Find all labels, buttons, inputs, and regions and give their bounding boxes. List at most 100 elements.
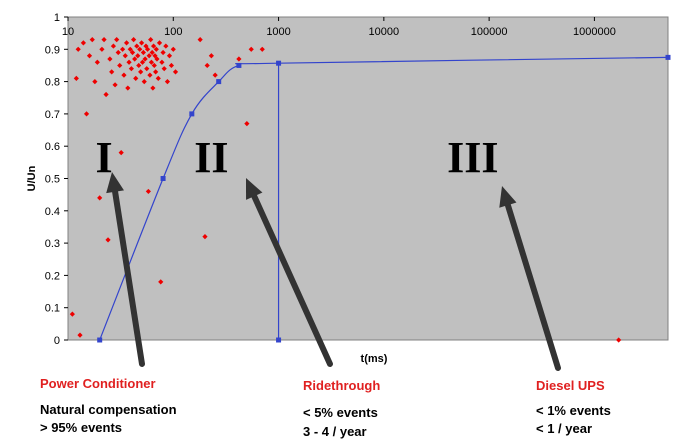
x-tick-label: 1000000 xyxy=(573,26,616,38)
event-point xyxy=(142,56,148,62)
events-95-label: > 95% events xyxy=(40,420,123,435)
y-axis-ticks: 0 0.1 0.2 0.3 0.4 0.5 0.6 0.7 0.8 0.9 1 xyxy=(45,12,68,347)
x-tick-label: 1000 xyxy=(266,26,290,38)
event-point xyxy=(77,332,83,338)
event-point xyxy=(159,59,165,65)
event-point xyxy=(133,75,139,81)
event-point xyxy=(172,69,179,75)
y-tick-label: 1 xyxy=(54,12,60,24)
event-point xyxy=(128,66,134,72)
ridethrough-curve xyxy=(97,54,671,343)
curve-marker xyxy=(97,337,103,343)
event-point xyxy=(150,43,157,49)
event-point xyxy=(73,75,79,81)
event-point xyxy=(125,85,131,91)
region-label: II xyxy=(194,133,228,182)
y-tick-label: 0.6 xyxy=(45,141,60,153)
curve-marker xyxy=(236,62,242,68)
event-point xyxy=(146,53,152,59)
event-point xyxy=(170,46,176,52)
event-point xyxy=(150,85,156,91)
event-point xyxy=(236,56,242,62)
event-point xyxy=(123,40,130,46)
event-point xyxy=(119,46,126,52)
plot-area xyxy=(67,16,669,341)
y-tick-label: 0.8 xyxy=(45,77,60,89)
event-point xyxy=(154,56,160,62)
curve-marker xyxy=(189,111,195,117)
curve-marker xyxy=(276,60,282,66)
event-point xyxy=(105,237,111,243)
x-tick-label: 10 xyxy=(62,26,74,38)
event-point xyxy=(126,59,132,65)
event-point xyxy=(197,37,203,43)
event-point xyxy=(141,79,147,85)
event-point xyxy=(145,188,151,195)
event-point xyxy=(212,72,218,78)
region-label: III xyxy=(447,133,498,182)
event-point xyxy=(137,46,143,52)
y-tick-label: 0.7 xyxy=(45,109,60,121)
arrow xyxy=(106,172,145,367)
event-point xyxy=(80,40,86,46)
curve-marker xyxy=(160,176,166,181)
event-point xyxy=(147,72,153,78)
event-point xyxy=(244,120,250,127)
event-point xyxy=(161,66,167,72)
events-1-label: < 1% events xyxy=(536,403,611,418)
curve-marker xyxy=(276,337,282,343)
natural-compensation-label: Natural compensation xyxy=(40,402,177,417)
event-point xyxy=(204,62,210,69)
event-point xyxy=(94,59,100,65)
region-labels: I II III xyxy=(95,133,498,182)
event-point xyxy=(158,279,164,285)
event-point xyxy=(101,37,107,43)
event-point xyxy=(75,46,81,52)
event-point xyxy=(259,46,265,52)
event-point xyxy=(86,53,93,59)
event-point xyxy=(153,46,159,52)
event-point xyxy=(164,79,171,85)
y-tick-label: 0.4 xyxy=(45,206,60,218)
region-arrows xyxy=(106,172,561,371)
event-point xyxy=(149,49,155,56)
event-point xyxy=(118,150,124,156)
event-point xyxy=(109,69,115,75)
event-point xyxy=(114,37,120,43)
event-point xyxy=(139,59,146,65)
event-point xyxy=(153,69,159,75)
ridethrough-label: Ridethrough xyxy=(303,378,381,393)
curve-marker xyxy=(216,79,222,85)
event-point xyxy=(107,56,113,62)
event-point xyxy=(92,79,98,85)
event-point xyxy=(127,46,133,52)
diesel-ups-label: Diesel UPS xyxy=(536,378,605,393)
event-point xyxy=(616,337,622,343)
event-point xyxy=(117,62,123,69)
event-point xyxy=(202,234,208,240)
event-point xyxy=(129,49,136,56)
power-conditioner-label: Power Conditioner xyxy=(40,376,156,391)
x-tick-label: 100000 xyxy=(471,26,508,38)
event-point xyxy=(138,40,145,46)
event-point xyxy=(152,53,158,59)
event-point xyxy=(89,37,95,43)
event-point xyxy=(134,43,140,49)
x-tick-label: 10000 xyxy=(369,26,400,38)
per-year-3-4-label: 3 - 4 / year xyxy=(303,424,367,439)
y-tick-label: 0 xyxy=(54,335,60,347)
event-point xyxy=(144,66,150,72)
event-point xyxy=(160,49,166,56)
event-points xyxy=(69,37,622,343)
event-point xyxy=(103,91,109,98)
y-tick-label: 0.9 xyxy=(45,44,60,56)
event-point xyxy=(132,56,138,62)
event-point xyxy=(163,43,169,49)
arrow xyxy=(246,178,333,367)
event-point xyxy=(136,62,142,69)
events-5-label: < 5% events xyxy=(303,405,378,420)
event-point xyxy=(140,49,146,56)
event-point xyxy=(248,46,254,52)
y-tick-label: 0.3 xyxy=(45,238,60,250)
